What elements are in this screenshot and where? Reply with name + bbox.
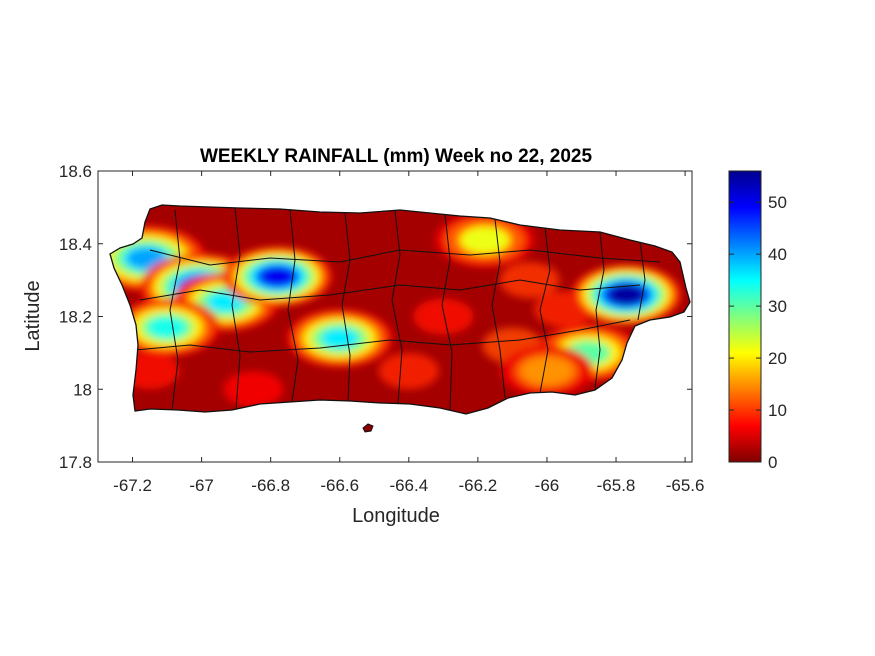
x-tick-label: -67.2 [113, 476, 152, 495]
rain-cell [286, 309, 393, 368]
caja-de-muertos-island [362, 423, 374, 433]
x-tick-label: -66.4 [389, 476, 428, 495]
municipality-boundary [341, 212, 351, 402]
rain-patch [223, 371, 284, 408]
chart-title: WEEKLY RAINFALL (mm) Week no 22, 2025 [200, 146, 593, 167]
y-tick-label: 18.4 [59, 235, 92, 254]
x-tick-label: -65.6 [666, 476, 705, 495]
x-tick-label: -66.6 [320, 476, 359, 495]
municipality-boundary [491, 218, 506, 399]
y-axis: 17.8 18 18.2 18.4 18.6 [59, 162, 692, 472]
x-axis: -67.2 -67 -66.8 -66.6 -66.4 -66.2 -66 -65.8 -65.… [113, 171, 704, 495]
rain-cell [435, 212, 535, 268]
colorbar-tick-label: 20 [768, 349, 787, 368]
rain-band [127, 247, 166, 269]
municipality-boundary [139, 279, 641, 301]
x-tick-label: -66 [535, 476, 560, 495]
colorbar-tick-label: 50 [768, 193, 787, 212]
municipality-boundary [539, 227, 551, 394]
municipality-boundary [169, 209, 181, 411]
x-tick-label: -66.2 [459, 476, 498, 495]
x-tick-label: -66.8 [251, 476, 290, 495]
municipality-boundaries [134, 207, 661, 411]
colorbar-tick-label: 10 [768, 401, 787, 420]
rain-band [462, 227, 508, 253]
x-tick-label: -65.8 [597, 476, 636, 495]
island-coastline [109, 204, 691, 415]
rain-cell [500, 345, 594, 397]
x-axis-label: Longitude [352, 505, 440, 527]
rain-cell [571, 264, 682, 326]
rain-band [260, 267, 295, 286]
municipality-boundary [287, 209, 299, 403]
rain-band [147, 316, 187, 339]
rain-band [521, 356, 573, 386]
colorbar-ticks: 0 10 20 30 40 50 [729, 193, 787, 472]
municipality-boundary [149, 249, 661, 266]
rain-cell [222, 246, 333, 307]
y-axis-label: Latitude [22, 280, 44, 351]
municipality-boundary [594, 232, 605, 389]
y-tick-label: 18 [73, 380, 92, 399]
colorbar-tick-label: 30 [768, 297, 787, 316]
rain-patch [499, 262, 560, 299]
rain-band [609, 285, 644, 304]
colorbar-gradient [728, 170, 762, 463]
municipality-boundary [134, 319, 631, 353]
colorbar-tick-label: 0 [768, 453, 777, 472]
colorbar-tick-label: 40 [768, 245, 787, 264]
rain-patch [413, 298, 474, 335]
rain-cell [114, 298, 220, 357]
municipality-boundary [231, 207, 241, 411]
municipality-boundary [637, 241, 646, 321]
municipality-boundary [391, 210, 403, 405]
y-tick-label: 18.6 [59, 162, 92, 181]
y-tick-label: 18.2 [59, 308, 92, 327]
rain-band [206, 291, 245, 313]
y-tick-label: 17.8 [59, 453, 92, 472]
rain-patch [378, 353, 439, 390]
rain-band [320, 327, 359, 349]
municipality-boundary [441, 213, 453, 411]
colorbar: 0 10 20 30 40 50 [728, 170, 787, 472]
map-area [109, 204, 691, 433]
x-tick-label: -67 [189, 476, 214, 495]
